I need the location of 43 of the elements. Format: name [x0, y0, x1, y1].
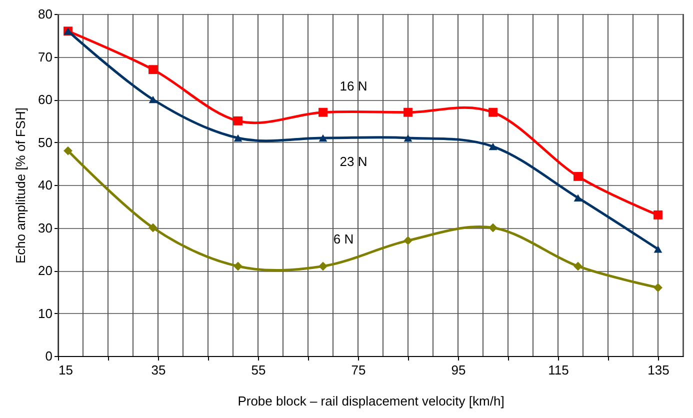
point [488, 142, 498, 150]
y-tick-label: 20 [38, 263, 52, 278]
point [574, 194, 582, 202]
y-tick-label: 60 [38, 92, 52, 107]
point [148, 96, 158, 104]
point [148, 65, 158, 74]
point [488, 108, 498, 117]
point [574, 172, 582, 181]
point [654, 283, 662, 292]
x-tick-label: 55 [251, 362, 266, 378]
x-tick-label: 15 [58, 362, 73, 378]
y-axis-title: Echo amplitude [% of FSH] [13, 107, 28, 264]
y-tick-label: 40 [38, 178, 52, 192]
series-label: 16 N [340, 78, 368, 94]
point [404, 108, 412, 117]
point [404, 134, 412, 142]
x-tick-label: 115 [548, 362, 569, 378]
y-tick-label: 70 [38, 49, 52, 64]
point [148, 223, 158, 232]
point [318, 262, 328, 271]
point [234, 116, 242, 126]
series-label: 23 N [340, 154, 368, 169]
point [654, 210, 662, 220]
point [318, 108, 328, 117]
y-tick-label: 10 [38, 306, 52, 321]
point [234, 134, 242, 142]
x-tick-label: 135 [648, 362, 670, 378]
x-tick-label: 35 [151, 362, 166, 378]
series-label: 6 N [333, 231, 354, 246]
point [654, 246, 662, 253]
point [64, 146, 72, 156]
point [488, 223, 498, 232]
y-tick-label: 50 [38, 134, 52, 150]
y-tick-label: 30 [38, 220, 52, 236]
point [318, 134, 328, 142]
x-tick-label: 75 [351, 362, 366, 378]
y-tick-label: 0 [45, 348, 52, 364]
x-tick-label: 95 [451, 362, 466, 378]
y-tick-label: 80 [38, 6, 52, 22]
point [234, 262, 242, 271]
x-axis-title: Probe block – rail displacement velocity [km/h] [238, 394, 504, 408]
point [574, 262, 582, 271]
point [404, 236, 412, 246]
